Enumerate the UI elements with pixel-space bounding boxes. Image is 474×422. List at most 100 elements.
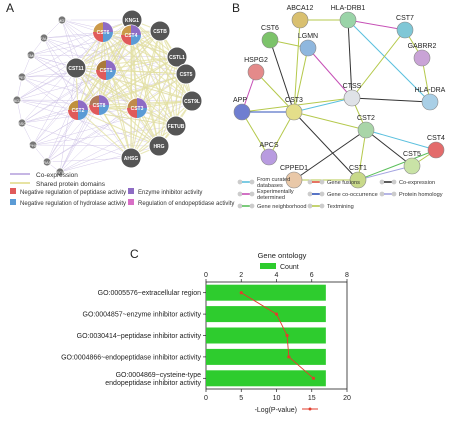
shared-domain-edge <box>130 56 178 159</box>
gene-node-label: AHSG <box>124 156 139 162</box>
gene-node-tmem87a: TMEM87A <box>22 50 41 60</box>
coexpression-edge <box>46 31 104 163</box>
pvalue-point <box>311 376 316 380</box>
gene-node-label: FAU <box>40 36 48 41</box>
legend-node-left <box>307 179 313 185</box>
legend-swatch-endopeptidase <box>128 199 134 205</box>
gene-node-label: HRG <box>153 144 164 150</box>
panel-b-label: B <box>232 1 240 15</box>
shared-domain-edge <box>75 67 193 102</box>
top-axis-tick-label: 2 <box>239 272 243 279</box>
gene-node-pie-slice <box>96 70 106 80</box>
string-node-abca12: ABCA12 <box>287 5 314 29</box>
gene-node-label: CSTB <box>153 29 167 35</box>
gene-node-label: TMEM87A <box>22 53 41 58</box>
string-edge <box>255 71 295 113</box>
legend-label-endopeptidase: Regulation of endopeptidase activity <box>138 201 234 207</box>
panel-b-nodes: CST6 ABCA12 HLA-DRB1 CST7 LGMN HSPG2 GABRR2 APP… <box>233 5 446 189</box>
panel-a-label: A <box>6 1 14 15</box>
coexpression-edge <box>43 37 138 109</box>
string-node-label: CST3 <box>285 97 303 104</box>
gene-node-cst6: CST6 <box>92 21 114 43</box>
gene-node-cst1: CST1 <box>95 59 117 81</box>
gene-node-label: CST2 <box>72 108 85 114</box>
gene-node-label: CST3 <box>131 106 144 112</box>
shared-domain-edge <box>158 30 161 147</box>
shared-domain-edge <box>75 56 178 69</box>
gene-node-pie-slice <box>78 100 88 110</box>
category-label: GO:0030414~peptidase inhibitor activity <box>77 333 202 340</box>
gene-node-cst8: CST8 <box>88 94 110 116</box>
gene-node-pie-slice <box>99 105 109 115</box>
gene-node-mad2l: MAD2L <box>10 95 24 105</box>
string-edge <box>293 111 359 181</box>
top-axis-tick-label: 8 <box>345 272 349 279</box>
legend-label: Gene co-occurrence <box>327 192 378 198</box>
gene-node-pie-slice <box>68 110 78 120</box>
legend-label: Textmining <box>327 204 354 210</box>
string-edge <box>293 97 353 113</box>
legend-node-left <box>237 203 243 209</box>
string-node-circle <box>357 121 375 139</box>
chart-legend-line-marker <box>308 407 312 411</box>
gene-node-circle <box>65 57 87 79</box>
string-edge <box>351 97 431 103</box>
string-node-apcs: APCS <box>259 142 279 166</box>
shared-domain-edge <box>98 30 161 106</box>
string-node-circle <box>247 63 265 81</box>
coexpression-edge <box>30 19 133 56</box>
string-edge <box>351 29 406 99</box>
string-edge <box>241 111 270 158</box>
shared-domain-edge <box>136 30 161 109</box>
string-node-lgmn: LGMN <box>298 33 318 57</box>
gene-node-cst2: CST2 <box>67 99 89 121</box>
gene-node-circle <box>39 33 49 43</box>
gene-node-label: DPEP1 <box>15 75 29 80</box>
shared-domain-edge <box>75 67 138 109</box>
legend-node-right <box>249 179 255 185</box>
coexpression-edge <box>32 125 177 146</box>
gene-node-fau: FAU <box>39 33 49 43</box>
legend-label-neg-hydrolase: Negative regulation of hydrolase activit… <box>20 201 126 207</box>
coexpression-edge <box>43 37 107 71</box>
string-node-label: LGMN <box>298 33 318 40</box>
gene-node-ascl1: ASCL1 <box>54 167 67 177</box>
string-node-circle <box>261 31 279 49</box>
shared-domain-edge <box>159 30 177 127</box>
bottom-axis-tick-label: 15 <box>308 395 316 402</box>
legend-node-left <box>379 191 385 197</box>
gene-node-label: ASCL1 <box>54 170 67 175</box>
gene-node-label: CST11 <box>68 66 84 72</box>
category-label: GO:0005576~extracellular region <box>98 290 201 297</box>
count-bar <box>206 327 326 344</box>
gene-node-circle <box>12 95 22 105</box>
string-node-cst7: CST7 <box>396 15 414 39</box>
string-edge <box>293 19 301 113</box>
shared-domain-edge <box>105 56 178 71</box>
string-edge <box>357 149 437 181</box>
gene-node-pie-slice <box>89 105 99 115</box>
coexpression-edge <box>21 76 138 109</box>
gene-node-pie-slice <box>106 70 116 80</box>
gene-node-obscn: OBSCN <box>15 118 29 128</box>
gene-node-pie-slice <box>106 60 116 70</box>
string-node-label: HSPG2 <box>244 57 268 64</box>
gene-node-circle <box>17 118 27 128</box>
string-node-ctss: CTSS <box>343 83 362 107</box>
gene-node-pie-slice <box>99 95 109 105</box>
string-node-circle <box>339 11 357 29</box>
pvalue-point <box>239 291 243 295</box>
string-legend-item-textmining: Textmining <box>307 203 354 210</box>
legend-node-right <box>319 179 325 185</box>
shared-domain-edge <box>130 34 160 147</box>
count-bar <box>206 348 326 365</box>
legend-node-right <box>319 203 325 209</box>
legend-swatch-neg-hydrolase <box>10 199 16 205</box>
legend-label: determined <box>257 195 285 201</box>
legend-label: Protein homology <box>399 192 443 198</box>
legend-label-coexpression: Co-expression <box>36 172 78 179</box>
gene-node-circle <box>26 50 36 60</box>
string-node-circle <box>233 103 251 121</box>
